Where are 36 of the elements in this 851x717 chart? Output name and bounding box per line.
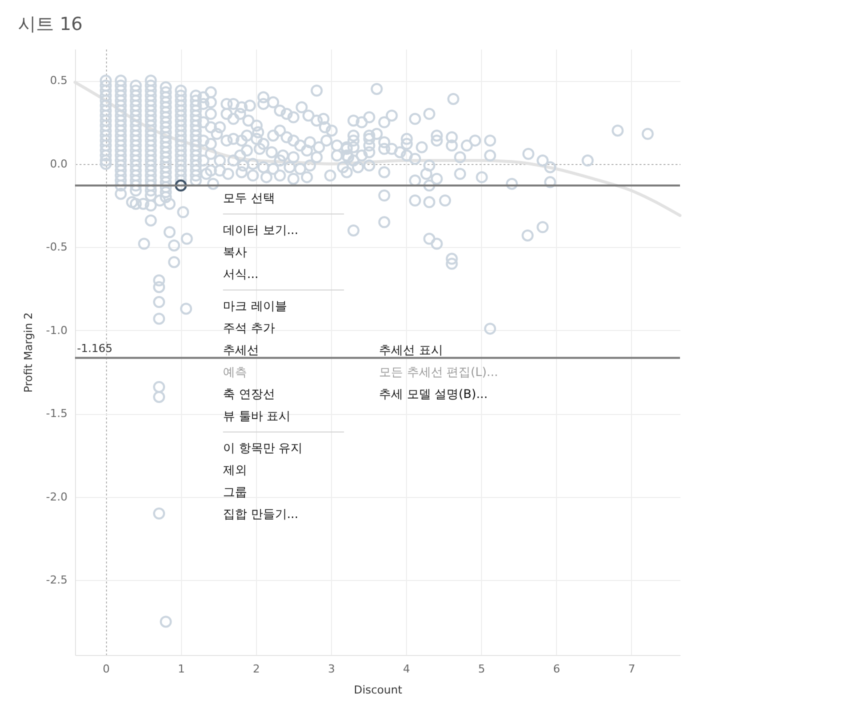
annotation: 마크 레이블 xyxy=(223,299,287,313)
chart-title: 시트 16 xyxy=(18,14,83,35)
x-tick-label: 2 xyxy=(252,662,260,676)
y-tick-label: -0.5 xyxy=(46,240,68,254)
annotation: 추세 모델 설명(B)... xyxy=(379,387,488,401)
y-tick-label: -1.0 xyxy=(46,324,68,337)
x-tick-label: 1 xyxy=(178,662,185,676)
annotation: 모든 추세선 편집(L)... xyxy=(379,365,498,379)
annotation: 집합 만들기... xyxy=(223,507,298,521)
annotation: 주석 추가 xyxy=(223,321,275,335)
annotation: 모두 선택 xyxy=(223,191,275,205)
annotation: 추세선 xyxy=(223,343,259,357)
x-tick-label: 3 xyxy=(328,662,335,676)
annotation: 뷰 툴바 표시 xyxy=(223,409,291,423)
x-tick-label: 4 xyxy=(403,662,410,676)
x-tick-label: 6 xyxy=(553,662,560,676)
annotation: 데이터 보기... xyxy=(223,223,298,237)
annotation: 이 항목만 유지 xyxy=(223,441,303,455)
annotation: 축 연장선 xyxy=(223,387,275,401)
y-tick-label: 0.0 xyxy=(50,157,68,170)
annotation: 서식... xyxy=(223,267,258,281)
annotation: 제외 xyxy=(223,463,247,477)
x-tick-label: 5 xyxy=(478,662,486,676)
y-tick-label: -1.5 xyxy=(46,407,68,420)
y-axis-title: Profit Margin 2 xyxy=(22,312,36,393)
y-tick-label: -2.0 xyxy=(46,490,68,504)
annotation: 복사 xyxy=(223,245,247,259)
annotation: 예측 xyxy=(223,365,247,379)
x-tick-label: 0 xyxy=(102,662,110,676)
x-tick-label: 7 xyxy=(628,662,636,676)
y-tick-label: 0.5 xyxy=(50,74,68,88)
x-axis-title: Discount xyxy=(354,684,403,696)
ref-line-label: -1.165 xyxy=(77,342,112,355)
y-tick-label: -2.5 xyxy=(46,574,68,587)
annotation: 그룹 xyxy=(223,485,247,499)
annotation: 추세선 표시 xyxy=(379,343,443,357)
